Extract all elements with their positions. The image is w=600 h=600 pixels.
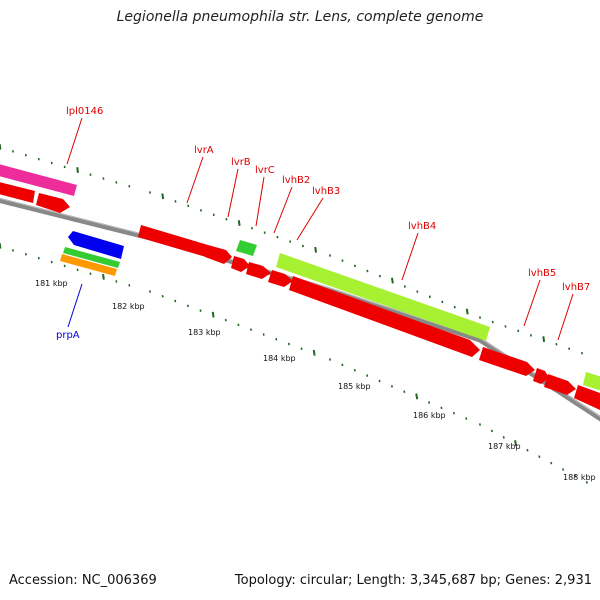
leader-lvrC bbox=[255, 176, 265, 227]
gene-lvhB4-red[interactable] bbox=[289, 276, 480, 357]
outer-tick-36 bbox=[465, 308, 469, 315]
gene-arrow-11[interactable] bbox=[544, 374, 576, 395]
leader-lvhB2 bbox=[273, 186, 293, 234]
genome-backbone-highlight bbox=[0, 197, 600, 418]
accession-text: Accession: NC_006369 bbox=[9, 573, 157, 588]
feature-prpA-orange[interactable] bbox=[60, 254, 117, 276]
outer-tick-18 bbox=[237, 220, 241, 226]
gene-arrow-5[interactable] bbox=[231, 256, 250, 272]
tick-label-184: 184 kbp bbox=[263, 354, 296, 363]
genome-backbone bbox=[0, 197, 600, 422]
inner-tick-16 bbox=[211, 311, 215, 318]
gene-prpA[interactable] bbox=[68, 231, 124, 259]
leader-lvhB5 bbox=[523, 279, 541, 327]
outer-tick-12 bbox=[161, 193, 165, 200]
tick-label-187: 187 kbp bbox=[488, 442, 521, 451]
inner-tick-40 bbox=[514, 440, 518, 447]
tick-label-181: 181 kbp bbox=[35, 279, 68, 288]
label-lvrC: lvrC bbox=[255, 165, 275, 176]
tick-label-185: 185 kbp bbox=[338, 382, 371, 391]
label-lvhB7: lvhB7 bbox=[562, 282, 590, 293]
inner-tick-8 bbox=[102, 273, 105, 280]
label-prpA: prpA bbox=[56, 330, 80, 341]
genome-title: Legionella pneumophila str. Lens, comple… bbox=[116, 9, 484, 25]
leader-lvhB4 bbox=[401, 232, 419, 281]
label-lvhB5: lvhB5 bbox=[528, 268, 556, 279]
feature-lvrB[interactable] bbox=[236, 240, 257, 256]
leader-lpl0146 bbox=[66, 117, 83, 165]
outer-tick-42 bbox=[542, 336, 546, 343]
gene-arrow-12[interactable] bbox=[574, 385, 600, 410]
label-lvhB4: lvhB4 bbox=[408, 221, 436, 232]
leader-lvhB3 bbox=[296, 197, 324, 241]
genome-summary-text: Topology: circular; Length: 3,345,687 bp… bbox=[234, 573, 592, 588]
inner-tick-32 bbox=[415, 393, 419, 400]
feature-lpl0146[interactable] bbox=[0, 163, 77, 196]
label-lvhB2: lvhB2 bbox=[282, 175, 310, 186]
tick-label-188: 188 kbp bbox=[563, 473, 596, 482]
tick-label-182: 182 kbp bbox=[112, 302, 145, 311]
inner-tick-row bbox=[0, 242, 588, 484]
gene-arrow-10[interactable] bbox=[533, 368, 549, 384]
label-lpl0146: lpl0146 bbox=[66, 106, 103, 117]
leader-prpA bbox=[67, 283, 83, 328]
gene-lvrA[interactable] bbox=[138, 225, 208, 257]
label-lvhB3: lvhB3 bbox=[312, 186, 340, 197]
tick-label-183: 183 kbp bbox=[188, 328, 221, 337]
feature-lvhB4[interactable] bbox=[276, 253, 490, 341]
gene-arrow-2[interactable] bbox=[36, 193, 70, 213]
outer-tick-30 bbox=[390, 277, 394, 284]
gene-arrow-1[interactable] bbox=[0, 181, 35, 203]
leader-lvhB7 bbox=[557, 293, 574, 341]
outer-tick-row bbox=[0, 143, 583, 355]
leader-lvrB bbox=[227, 168, 239, 218]
label-lvrB: lvrB bbox=[231, 157, 251, 168]
label-lvrA: lvrA bbox=[194, 145, 214, 156]
label-leaders bbox=[66, 117, 574, 341]
leader-lvrA bbox=[186, 156, 204, 204]
outer-tick-24 bbox=[314, 246, 318, 253]
outer-tick-6 bbox=[76, 167, 79, 173]
tick-label-186: 186 kbp bbox=[413, 411, 446, 420]
feature-prpA-green[interactable] bbox=[63, 247, 120, 268]
inner-tick-24 bbox=[312, 349, 316, 356]
feature-lvhB7-part[interactable] bbox=[583, 372, 600, 391]
gene-arrow-4[interactable] bbox=[205, 245, 232, 264]
gene-arrow-7[interactable] bbox=[268, 270, 293, 287]
gene-arrow-9[interactable] bbox=[479, 347, 535, 376]
gene-arrow-6[interactable] bbox=[246, 262, 271, 279]
